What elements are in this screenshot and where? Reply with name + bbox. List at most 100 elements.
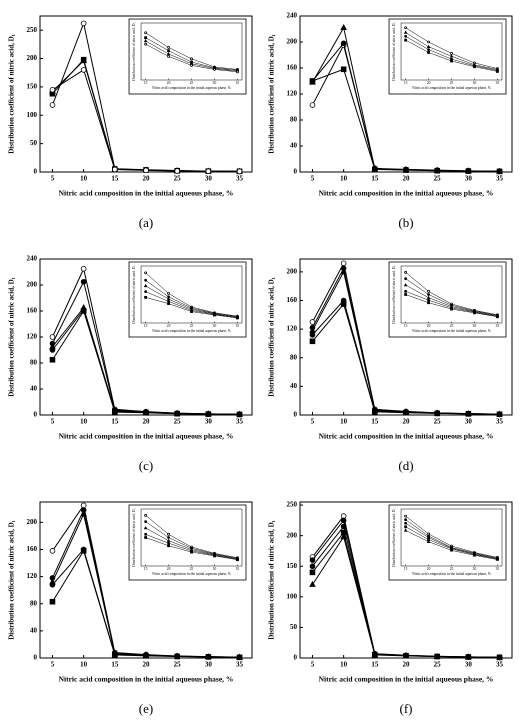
marker	[143, 167, 149, 174]
x-tick-label: 35	[236, 418, 244, 426]
y-tick-label: 240	[27, 255, 38, 263]
y-axis-label: Distribution coefficient of nitric acid,…	[8, 520, 16, 640]
inset-y-label: Distribution coefficient of nitric acid,…	[132, 265, 137, 323]
marker	[404, 277, 408, 281]
inset-x-tick-label: 15	[144, 324, 148, 328]
inset-x-tick-label: 30	[213, 567, 217, 571]
y-tick-label: 240	[287, 12, 298, 20]
marker	[403, 167, 409, 173]
inset-x-tick-label: 15	[144, 567, 148, 571]
marker	[340, 301, 347, 307]
marker	[236, 168, 243, 175]
marker	[143, 525, 148, 530]
marker	[167, 291, 170, 295]
marker	[450, 307, 453, 311]
x-tick-label: 20	[143, 175, 151, 183]
marker	[434, 410, 440, 417]
x-tick-label: 15	[371, 418, 379, 426]
marker	[309, 557, 316, 563]
marker	[80, 548, 87, 554]
marker	[404, 514, 408, 518]
marker	[144, 520, 148, 524]
marker	[403, 30, 408, 34]
inset-x-tick-label: 15	[144, 81, 148, 85]
inset-x-tick-label: 20	[167, 567, 171, 571]
marker	[465, 653, 472, 660]
marker	[80, 20, 87, 27]
x-tick-label: 35	[236, 175, 244, 183]
marker	[144, 278, 148, 282]
marker	[340, 260, 347, 267]
x-tick-label: 30	[465, 418, 473, 426]
marker	[80, 57, 87, 64]
y-tick-label: 100	[287, 592, 298, 600]
marker	[174, 653, 180, 660]
marker	[434, 167, 440, 174]
y-tick-label: 80	[290, 116, 298, 124]
marker	[213, 313, 216, 317]
inset-x-label: Nitric acid composition in the initial a…	[412, 572, 491, 577]
y-tick-label: 0	[34, 654, 38, 662]
marker	[80, 502, 87, 509]
x-tick-label: 20	[403, 418, 411, 426]
marker	[340, 23, 347, 31]
y-tick-label: 40	[290, 142, 298, 150]
marker	[472, 553, 477, 557]
marker	[144, 36, 148, 40]
x-axis-label: Nitric acid composition in the initial a…	[319, 189, 494, 198]
marker	[496, 168, 503, 175]
marker	[80, 308, 87, 314]
marker	[49, 334, 56, 340]
x-tick-label: 10	[340, 661, 348, 669]
x-tick-label: 5	[51, 661, 55, 669]
marker	[450, 52, 453, 55]
y-axis-label: Distribution coefficient of nitric acid,…	[8, 34, 16, 154]
x-tick-label: 20	[403, 661, 411, 669]
y-tick-label: 80	[290, 353, 298, 361]
marker	[496, 315, 499, 319]
y-tick-label: 150	[287, 562, 298, 570]
marker	[167, 541, 170, 545]
marker	[427, 536, 430, 539]
marker	[144, 271, 148, 275]
marker	[496, 411, 503, 418]
inset-x-tick-label: 20	[167, 81, 171, 85]
x-axis-label: Nitric acid composition in the initial a…	[319, 432, 494, 441]
marker	[404, 293, 408, 296]
marker	[309, 563, 316, 570]
y-tick-label: 200	[27, 518, 38, 526]
marker	[80, 278, 87, 285]
x-tick-label: 15	[111, 661, 119, 669]
y-tick-label: 200	[287, 531, 298, 539]
marker	[144, 290, 148, 294]
inset-x-tick-label: 15	[404, 81, 408, 85]
marker	[427, 289, 430, 293]
marker	[49, 581, 56, 588]
marker	[404, 525, 408, 529]
marker	[309, 319, 316, 325]
marker	[112, 409, 118, 415]
inset-x-tick-label: 35	[496, 567, 500, 571]
marker	[190, 550, 193, 554]
x-tick-label: 5	[311, 661, 315, 669]
inset-frame	[388, 504, 507, 581]
x-tick-label: 30	[465, 661, 473, 669]
marker	[174, 168, 180, 174]
marker	[166, 538, 171, 542]
inset-x-tick-label: 20	[427, 567, 431, 571]
marker	[495, 557, 500, 561]
marker	[340, 268, 347, 275]
x-tick-label: 10	[340, 175, 348, 183]
marker	[49, 102, 56, 108]
caption: (c)	[139, 458, 153, 473]
inset-frame	[128, 261, 247, 338]
marker	[449, 548, 454, 552]
marker	[49, 548, 56, 554]
marker	[404, 38, 408, 42]
inset-x-tick-label: 30	[213, 324, 217, 328]
inset-x-label: Nitric acid composition in the initial a…	[152, 572, 231, 577]
x-tick-label: 5	[311, 175, 315, 183]
inset-y-label: Distribution coefficient of nitric acid,…	[392, 265, 397, 323]
inset-x-tick-label: 35	[236, 567, 240, 571]
y-tick-label: 200	[287, 38, 298, 46]
